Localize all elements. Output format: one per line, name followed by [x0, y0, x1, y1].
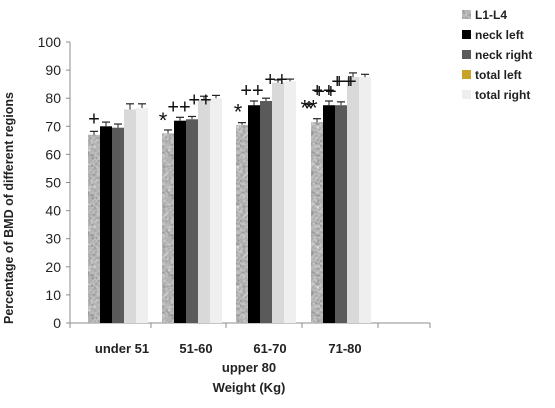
x-axis-title-line2: Weight (Kg) [213, 380, 286, 395]
bar-neck-left [100, 126, 112, 323]
x-tick-label: 51-60 [179, 341, 212, 356]
bar-l1-l4 [236, 124, 248, 324]
legend-label: neck right [475, 48, 532, 62]
bar-neck-left [323, 105, 335, 323]
y-tick-label: 40 [45, 203, 61, 219]
bar-neck-right [186, 119, 198, 324]
significance-marker: ++ [240, 80, 263, 102]
legend-swatch [462, 90, 471, 99]
bar-total-right [284, 81, 296, 323]
significance-marker: ++ [331, 71, 354, 93]
significance-marker: ++ [264, 69, 287, 91]
x-tick-label: under 51 [95, 341, 149, 356]
x-tick-label: 71-80 [328, 341, 361, 356]
bar-total-left [347, 77, 359, 323]
y-tick-label: 70 [45, 118, 61, 134]
y-tick-label: 0 [53, 315, 61, 331]
legend-label: total right [475, 88, 530, 102]
y-tick-label: 10 [45, 287, 61, 303]
bar-l1-l4 [88, 134, 100, 323]
bar-l1-l4 [162, 133, 174, 323]
significance-marker: + [88, 108, 100, 130]
y-axis-title: Percentage of BMD of different regions [2, 92, 16, 324]
bar-total-left [272, 82, 284, 324]
significance-marker: ++ [167, 96, 190, 118]
legend-swatch [462, 50, 471, 59]
significance-marker: ++ [333, 71, 356, 93]
x-axis-title-line1: upper 80 [222, 360, 276, 375]
significance-marker: * [159, 108, 168, 133]
significance-marker: ++ [313, 81, 336, 103]
y-tick-label: 20 [45, 259, 61, 275]
bars-layer [88, 72, 371, 324]
legend-label: L1-L4 [475, 8, 507, 22]
legend-label: total left [475, 68, 522, 82]
bar-total-right [136, 108, 148, 323]
bar-total-left [124, 109, 136, 323]
x-tick-label: 61-70 [253, 341, 286, 356]
y-tick-label: 100 [38, 34, 62, 50]
significance-marker: ++ [311, 80, 334, 102]
legend-swatch [462, 10, 471, 19]
legend: L1-L4 neck left neck right total left total … [462, 8, 532, 102]
significance-marker: ++ [188, 89, 211, 111]
bar-total-right [210, 98, 222, 323]
significance-marker: * [234, 100, 243, 125]
bar-neck-right [260, 101, 272, 323]
y-tick-label: 60 [45, 146, 61, 162]
bar-neck-left [174, 120, 186, 324]
bar-l1-l4 [311, 122, 323, 324]
bar-neck-right [335, 105, 347, 323]
y-tick-label: 30 [45, 231, 61, 247]
legend-swatch [462, 70, 471, 79]
bar-total-right [359, 77, 371, 323]
y-tick-label: 90 [45, 62, 61, 78]
legend-swatch [462, 30, 471, 39]
annotations-layer: + *++++ *++ ++**++++*++++ [88, 69, 357, 133]
y-tick-label: 80 [45, 90, 61, 106]
bar-neck-left [248, 105, 260, 323]
significance-marker: ** [300, 96, 318, 121]
axes-layer: 0 10 20 30 40 50 60 70 80 90 100 under 51 51-60 61-70… [38, 34, 431, 356]
significance-marker: * [305, 97, 314, 122]
y-tick-label: 50 [45, 175, 61, 191]
bar-neck-right [112, 127, 124, 323]
bar-total-left [198, 99, 210, 323]
legend-label: neck left [475, 28, 524, 42]
